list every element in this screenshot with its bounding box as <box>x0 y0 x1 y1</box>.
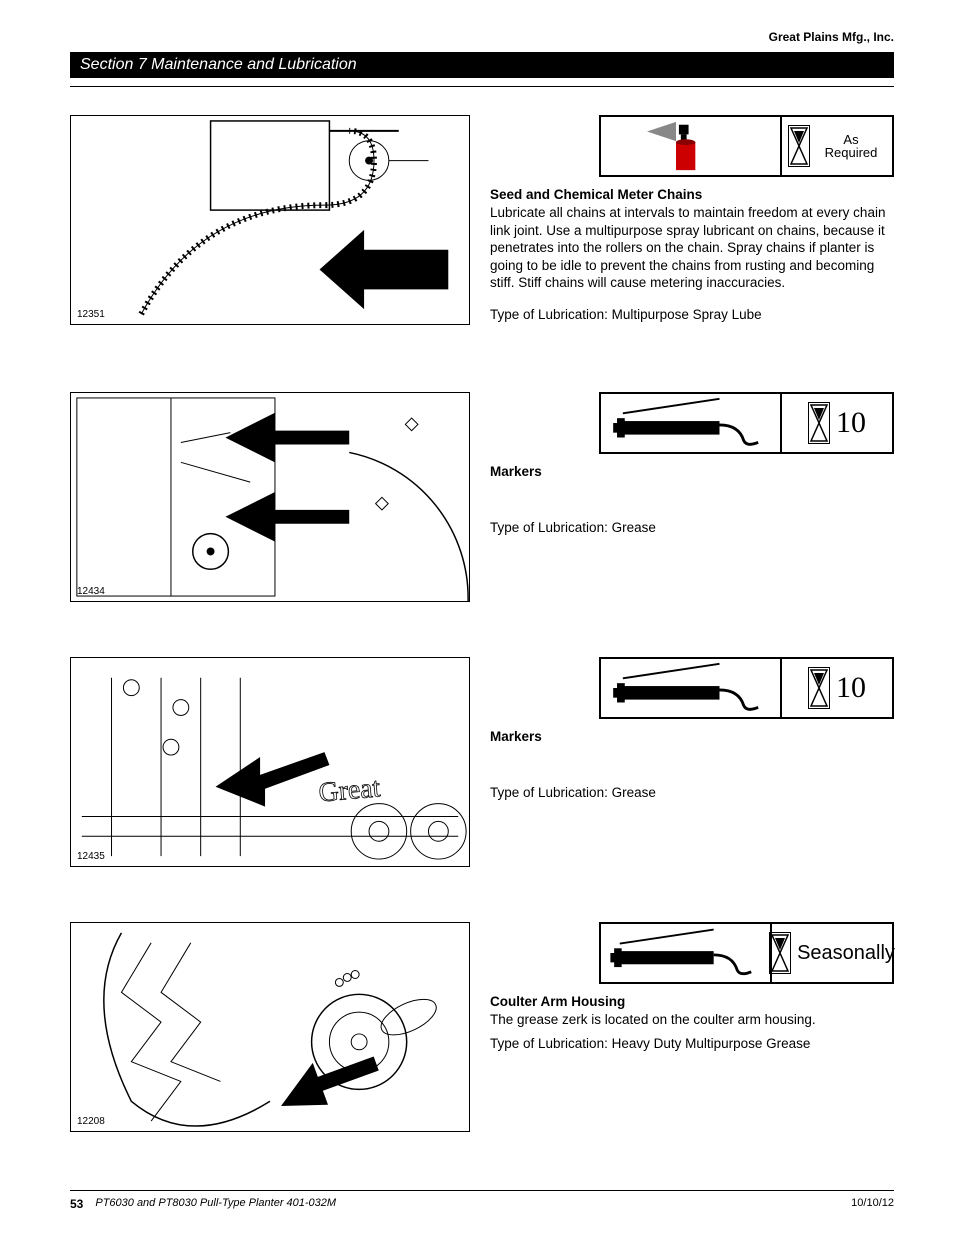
page-footer: 53 PT6030 and PT8030 Pull-Type Planter 4… <box>70 1190 894 1211</box>
grease-gun-icon <box>601 659 780 717</box>
subheading: Coulter Arm Housing <box>490 994 894 1009</box>
section-title: Section 7 Maintenance and Lubrication <box>70 52 894 78</box>
lube-box: As Required <box>599 115 894 177</box>
grease-gun-icon <box>601 924 770 982</box>
lube-type: Type of Lubrication: Multipurpose Spray … <box>490 306 894 324</box>
lube-row: 12434 <box>70 392 894 602</box>
lube-box: 10 <box>599 657 894 719</box>
lube-icon-grease <box>601 924 772 982</box>
lube-type: Type of Lubrication: Heavy Duty Multipur… <box>490 1035 894 1053</box>
coulter-diagram-svg <box>71 923 469 1131</box>
diagram-label: 12434 <box>77 586 105 597</box>
interval-text: 10 <box>836 673 866 703</box>
diagram-label: 12351 <box>77 309 105 320</box>
lube-box: 10 <box>599 392 894 454</box>
svg-text:Great: Great <box>317 772 381 808</box>
interval-text: As Required <box>816 133 886 159</box>
footer-date: 10/10/12 <box>851 1197 894 1211</box>
hourglass-icon <box>808 402 830 444</box>
lube-type: Type of Lubrication: Grease <box>490 784 894 802</box>
lube-box: Seasonally <box>599 922 894 984</box>
grease-gun-icon <box>601 394 780 452</box>
hourglass-icon <box>769 932 791 974</box>
diagram-12435: Great 12435 <box>70 657 470 867</box>
body-text: The grease zerk is located on the coulte… <box>490 1011 894 1029</box>
hourglass-icon <box>808 667 830 709</box>
diagram-label: 12208 <box>77 1116 105 1127</box>
lube-icon-grease <box>601 394 782 452</box>
diagram-12351: 12351 <box>70 115 470 325</box>
markers2-diagram-svg: Great <box>71 658 469 866</box>
diagram-12434: 12434 <box>70 392 470 602</box>
page-number: 53 <box>70 1197 83 1211</box>
hourglass-icon <box>788 125 810 167</box>
lube-row: Great 12435 <box>70 657 894 867</box>
subheading: Markers <box>490 464 894 479</box>
chain-diagram-svg <box>71 116 469 324</box>
body-text: Lubricate all chains at intervals to mai… <box>490 204 894 292</box>
header-underline <box>70 86 894 87</box>
lube-row: 12208 <box>70 922 894 1132</box>
diagram-12208: 12208 <box>70 922 470 1132</box>
spray-icon <box>601 117 780 175</box>
subheading: Markers <box>490 729 894 744</box>
interval-text: Seasonally <box>797 943 895 963</box>
lube-icon-grease <box>601 659 782 717</box>
company-name: Great Plains Mfg., Inc. <box>70 30 894 44</box>
footer-title: PT6030 and PT8030 Pull-Type Planter 401-… <box>95 1197 336 1211</box>
interval-text: 10 <box>836 408 866 438</box>
lube-icon-spray <box>601 117 782 175</box>
lube-row: 12351 <box>70 115 894 337</box>
subheading: Seed and Chemical Meter Chains <box>490 187 894 202</box>
lube-type: Type of Lubrication: Grease <box>490 519 894 537</box>
diagram-label: 12435 <box>77 851 105 862</box>
markers-diagram-svg <box>71 393 469 601</box>
